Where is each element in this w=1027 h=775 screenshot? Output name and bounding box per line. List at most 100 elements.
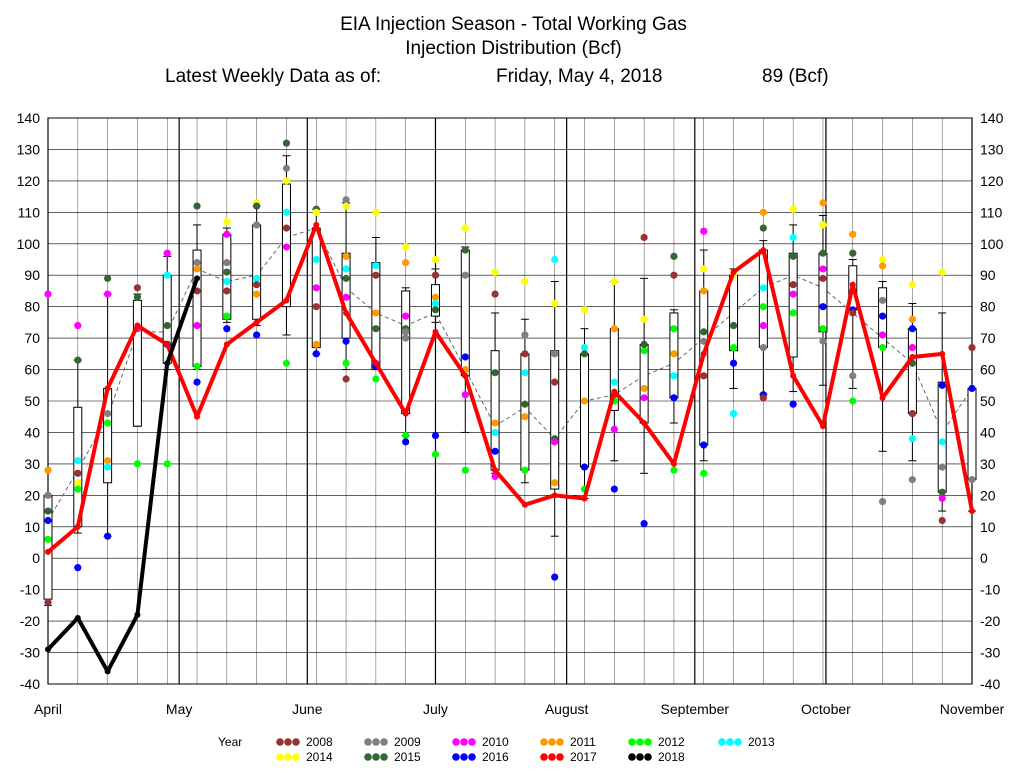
legend-marker-2013 (718, 738, 726, 746)
y-tick-label-left: -20 (20, 613, 40, 629)
legend-label-2014: 2014 (306, 750, 333, 764)
data-point-2010 (44, 290, 52, 298)
data-point-2011 (700, 287, 708, 295)
data-point-2016 (968, 384, 976, 393)
legend-marker-2018 (644, 753, 652, 761)
x-month-label: April (34, 701, 62, 717)
data-point-2015 (282, 139, 291, 147)
data-point-2015 (849, 249, 857, 257)
data-point-2008 (312, 303, 320, 311)
series-2017-point (164, 341, 171, 348)
legend-marker-2008 (284, 738, 292, 746)
data-point-2011 (610, 325, 618, 333)
series-2017-point (730, 269, 737, 276)
data-point-2013 (282, 208, 291, 216)
data-point-2013 (253, 274, 261, 282)
data-point-2010 (193, 321, 201, 330)
legend-marker-2012 (636, 738, 644, 746)
legend-marker-2016 (468, 753, 476, 761)
data-point-2009 (342, 196, 350, 204)
legend-marker-2015 (380, 753, 388, 761)
data-point-2012 (878, 343, 887, 352)
series-2017-point (104, 385, 111, 392)
data-point-2008 (759, 394, 767, 402)
data-point-2008 (342, 375, 350, 383)
series-2018-point (45, 646, 51, 653)
box-range (937, 381, 947, 493)
legend-label-2012: 2012 (658, 735, 685, 749)
y-tick-label-right: 40 (980, 424, 996, 440)
y-tick-label-right: 50 (980, 393, 996, 409)
legend-label-2008: 2008 (306, 735, 333, 749)
box-range (967, 387, 977, 481)
legend-marker-2012 (628, 738, 636, 746)
data-point-2009 (700, 337, 708, 345)
data-point-2014 (640, 315, 648, 323)
series-2017-point (909, 353, 916, 360)
data-point-2015 (700, 328, 708, 336)
data-point-2016 (74, 564, 82, 572)
y-tick-label-left: 100 (17, 236, 41, 252)
series-2017-point (74, 523, 81, 530)
series-2018-point (194, 275, 201, 282)
data-point-2013 (670, 372, 678, 380)
series-2017-point (134, 322, 141, 329)
legend-marker-2013 (734, 738, 742, 746)
data-point-2009 (193, 259, 201, 267)
data-point-2015 (431, 306, 440, 314)
data-point-2009 (521, 331, 529, 339)
series-2017-point (969, 508, 975, 515)
legend-marker-2014 (276, 753, 284, 761)
series-2017-point (939, 350, 946, 357)
data-point-2014 (700, 265, 708, 273)
data-point-2008 (521, 350, 529, 358)
series-2017-point (492, 467, 499, 474)
data-point-2008 (640, 233, 648, 242)
y-tick-label-right: 10 (980, 519, 996, 535)
data-point-2008 (670, 271, 678, 279)
data-point-2016 (223, 325, 231, 333)
data-point-2010 (908, 343, 916, 352)
data-point-2013 (551, 255, 559, 264)
data-point-2014 (431, 255, 440, 264)
y-tick-label-left: 20 (24, 487, 40, 503)
data-point-2009 (402, 334, 410, 342)
data-point-2013 (342, 265, 350, 273)
data-point-2012 (849, 397, 857, 405)
data-point-2011 (342, 252, 350, 260)
data-point-2014 (372, 208, 380, 216)
data-point-2008 (282, 224, 291, 232)
series-2017-line (46, 222, 974, 554)
legend-label-2013: 2013 (748, 735, 775, 749)
y-tick-label-right: 120 (980, 173, 1004, 189)
data-point-2016 (431, 431, 440, 440)
data-point-2014 (282, 177, 291, 185)
data-point-2015 (44, 507, 52, 515)
legend-marker-2018 (636, 753, 644, 761)
legend-marker-2016 (460, 753, 468, 761)
data-point-2010 (342, 293, 350, 301)
data-point-2016 (729, 359, 738, 367)
y-tick-label-left: 140 (17, 110, 41, 126)
data-point-2015 (789, 252, 797, 260)
data-point-2016 (789, 400, 797, 408)
legend-label-2009: 2009 (394, 735, 421, 749)
data-point-2009 (878, 296, 887, 304)
legend-marker-2009 (372, 738, 380, 746)
data-point-2012 (640, 347, 648, 355)
data-point-2012 (402, 431, 410, 440)
data-point-2008 (74, 469, 82, 477)
data-point-2012 (163, 460, 171, 468)
series-2017-point (819, 423, 826, 430)
data-point-2011 (878, 262, 887, 270)
box-range (729, 274, 739, 352)
y-tick-label-right: 20 (980, 487, 996, 503)
data-point-2011 (819, 199, 827, 207)
box-range (907, 328, 917, 415)
data-point-2015 (193, 202, 201, 210)
legend-marker-2015 (364, 753, 372, 761)
data-point-2012 (282, 359, 291, 367)
data-point-2013 (789, 233, 797, 242)
data-point-2016 (342, 337, 350, 345)
data-point-2011 (104, 457, 112, 465)
